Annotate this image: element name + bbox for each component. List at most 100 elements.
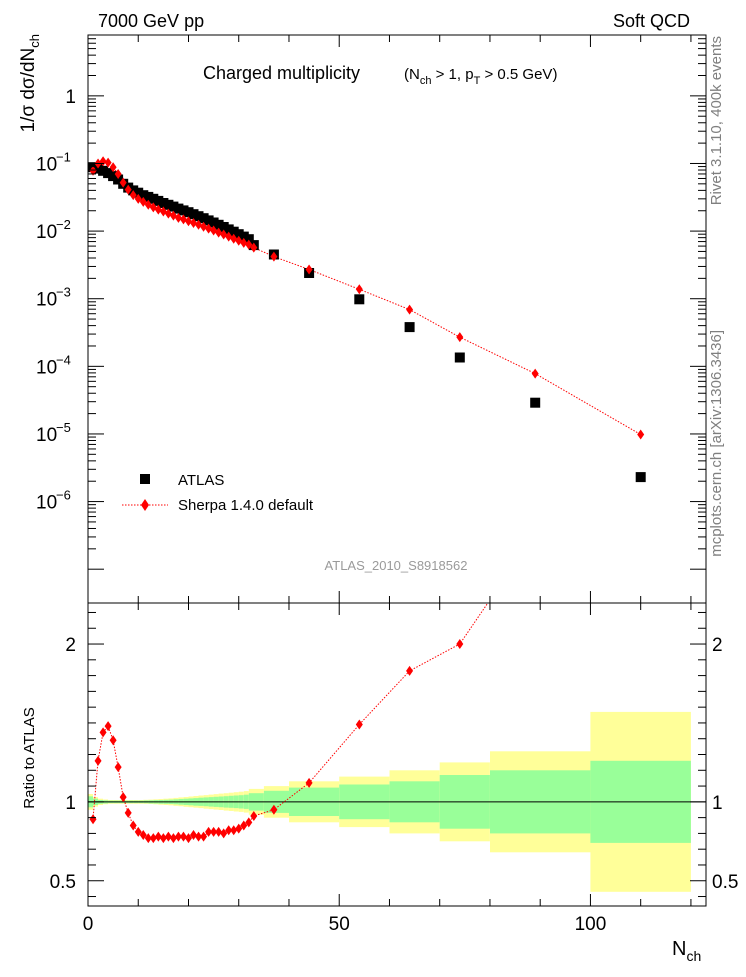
chart-title: Charged multiplicity <box>203 63 360 83</box>
legend-atlas-label: ATLAS <box>178 472 224 489</box>
sherpa-point <box>119 177 127 188</box>
legend-atlas-marker <box>140 474 150 484</box>
ratio-y-tick-label: 2 <box>65 635 76 656</box>
ratio-y-tick-label-right: 0.5 <box>712 872 738 893</box>
rivet-label: Rivet 3.1.10, 400k events <box>708 36 725 205</box>
ratio-point <box>104 721 112 732</box>
ratio-y-tick-label-right: 1 <box>712 793 723 814</box>
ratio-y-axis-label: Ratio to ATLAS <box>21 707 38 808</box>
sherpa-point <box>184 216 192 227</box>
x-tick-label: 100 <box>575 914 607 935</box>
ratio-point <box>200 831 208 842</box>
ratio-point <box>169 833 177 844</box>
sherpa-point <box>230 233 238 244</box>
sherpa-point <box>195 219 203 230</box>
x-axis-label: Nch <box>672 938 701 964</box>
y-tick-label-exp: −5 <box>56 420 71 435</box>
ratio-point <box>210 826 218 837</box>
y-tick-label-base: 10 <box>36 425 57 446</box>
ratio-point <box>270 804 278 815</box>
ratio-point <box>114 762 122 773</box>
ratio-point <box>305 777 313 788</box>
ratio-point <box>195 831 203 842</box>
ratio-point <box>235 823 243 834</box>
sherpa-point <box>134 193 142 204</box>
ratio-point <box>190 829 198 840</box>
legend-sherpa-marker <box>141 499 149 511</box>
atlas-point <box>173 203 184 214</box>
ratio-point <box>220 828 228 839</box>
sherpa-point <box>149 202 157 213</box>
sherpa-point <box>531 368 539 379</box>
x-tick-label: 50 <box>329 914 350 935</box>
ratio-point <box>124 807 132 818</box>
ratio-point <box>129 820 137 831</box>
atlas-point <box>243 234 254 245</box>
ratio-point <box>139 829 147 840</box>
x-tick-label: 0 <box>83 914 94 935</box>
sherpa-point <box>355 284 363 295</box>
y-tick-label-exp: −1 <box>56 149 71 164</box>
sherpa-point <box>174 212 182 223</box>
legend-sherpa-label: Sherpa 1.4.0 default <box>178 497 314 514</box>
ratio-point <box>109 735 117 746</box>
atlas-point <box>404 322 415 333</box>
process-label: Soft QCD <box>613 11 690 31</box>
ratio-y-tick-label: 1 <box>65 793 76 814</box>
atlas-point <box>233 229 244 240</box>
sherpa-point <box>270 251 278 262</box>
sherpa-point <box>205 223 213 234</box>
ratio-point <box>174 831 182 842</box>
y-tick-label-exp: −3 <box>56 285 71 300</box>
sherpa-point <box>250 242 258 253</box>
y-tick-label: 1 <box>65 87 76 108</box>
ratio-point <box>154 831 162 842</box>
ratio-point <box>637 292 644 302</box>
atlas-point <box>635 472 646 483</box>
sherpa-point <box>139 196 147 207</box>
chart-cuts: (Nch > 1, pT > 0.5 GeV) <box>404 66 557 87</box>
y-tick-label-base: 10 <box>36 493 57 514</box>
atlas-point <box>193 211 204 222</box>
ratio-point <box>215 826 223 837</box>
ratio-line <box>92 603 489 839</box>
ratio-y-tick-label: 0.5 <box>50 872 76 893</box>
atlas-point <box>530 397 541 408</box>
ratio-point <box>230 825 238 836</box>
sherpa-point <box>104 157 112 168</box>
sherpa-point <box>235 235 243 246</box>
sherpa-point <box>190 217 198 228</box>
ratio-point <box>532 529 539 539</box>
ratio-point <box>164 831 172 842</box>
y-tick-label-base: 10 <box>36 222 57 243</box>
energy-label: 7000 GeV pp <box>98 11 204 31</box>
sherpa-point <box>164 208 172 219</box>
sherpa-point <box>129 190 137 201</box>
y-axis-label: 1/σ dσ/dNch <box>18 34 42 132</box>
ratio-point <box>134 826 142 837</box>
ratio-point <box>149 833 157 844</box>
atlas-point <box>93 163 103 174</box>
atlas-point <box>454 352 465 363</box>
ratio-point <box>205 826 213 837</box>
sherpa-point <box>179 214 187 225</box>
sherpa-point <box>637 429 645 440</box>
ratio-point <box>250 811 258 822</box>
ratio-point <box>94 755 102 766</box>
sherpa-point <box>109 162 117 173</box>
ratio-point <box>144 833 152 844</box>
ratio-point <box>245 817 253 828</box>
y-tick-label-exp: −4 <box>56 352 71 367</box>
ratio-point <box>179 831 187 842</box>
atlas-point <box>354 294 365 305</box>
ratio-point <box>240 820 248 831</box>
sherpa-point <box>210 225 218 236</box>
sherpa-point <box>456 332 464 343</box>
mcplots-label: mcplots.cern.ch [arXiv:1306.3436] <box>708 330 725 557</box>
main-plot-frame <box>87 34 707 604</box>
sherpa-point <box>169 210 177 221</box>
ratio-point <box>159 833 167 844</box>
ratio-point <box>355 719 363 730</box>
ratio-point <box>89 814 97 825</box>
ratio-point <box>184 833 192 844</box>
